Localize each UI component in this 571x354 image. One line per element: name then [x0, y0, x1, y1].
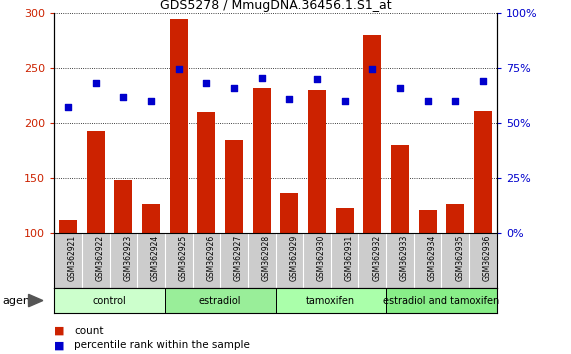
Text: estradiol: estradiol: [199, 296, 242, 306]
Bar: [386, 288, 497, 313]
Text: GSM362934: GSM362934: [428, 235, 437, 281]
Text: ■: ■: [54, 340, 65, 350]
Bar: [336, 208, 353, 233]
Bar: [363, 35, 381, 233]
Point: [174, 67, 183, 72]
Text: GSM362928: GSM362928: [262, 235, 271, 281]
Text: GSM362921: GSM362921: [68, 235, 77, 281]
Text: agent: agent: [3, 296, 35, 306]
Bar: [165, 288, 275, 313]
Bar: [447, 204, 464, 233]
Bar: [114, 180, 132, 233]
Bar: [225, 140, 243, 233]
Point: [230, 85, 239, 91]
Text: GSM362933: GSM362933: [400, 235, 409, 281]
Text: GSM362926: GSM362926: [206, 235, 215, 281]
Text: GSM362929: GSM362929: [289, 235, 298, 281]
Point: [368, 67, 377, 72]
Bar: [474, 111, 492, 233]
Text: GSM362923: GSM362923: [123, 235, 132, 281]
Text: GSM362922: GSM362922: [96, 235, 104, 281]
Text: GSM362935: GSM362935: [455, 235, 464, 281]
Text: GSM362931: GSM362931: [345, 235, 353, 281]
Text: percentile rank within the sample: percentile rank within the sample: [74, 340, 250, 350]
Point: [147, 98, 156, 104]
Bar: [170, 19, 188, 233]
Point: [340, 98, 349, 104]
Text: count: count: [74, 326, 104, 336]
Text: tamoxifen: tamoxifen: [306, 296, 355, 306]
Title: GDS5278 / MmugDNA.36456.1.S1_at: GDS5278 / MmugDNA.36456.1.S1_at: [160, 0, 391, 12]
Text: ■: ■: [54, 326, 65, 336]
Point: [91, 80, 100, 85]
Text: control: control: [93, 296, 126, 306]
Text: GSM362936: GSM362936: [483, 235, 492, 281]
Bar: [59, 220, 77, 233]
Bar: [280, 193, 298, 233]
Bar: [391, 145, 409, 233]
Text: GSM362927: GSM362927: [234, 235, 243, 281]
Bar: [87, 131, 104, 233]
Point: [257, 75, 266, 81]
Point: [202, 80, 211, 85]
Text: estradiol and tamoxifen: estradiol and tamoxifen: [383, 296, 500, 306]
Bar: [419, 210, 437, 233]
Text: GSM362925: GSM362925: [179, 235, 188, 281]
Point: [478, 79, 488, 84]
Bar: [308, 90, 326, 233]
Point: [63, 104, 73, 110]
Bar: [253, 88, 271, 233]
Bar: [275, 288, 386, 313]
Point: [423, 98, 432, 104]
Text: GSM362924: GSM362924: [151, 235, 160, 281]
Bar: [54, 288, 165, 313]
Bar: [142, 204, 160, 233]
Point: [285, 96, 294, 102]
Point: [312, 76, 321, 82]
Point: [395, 85, 404, 91]
Point: [451, 98, 460, 104]
Bar: [198, 112, 215, 233]
Text: GSM362930: GSM362930: [317, 235, 326, 281]
Point: [119, 94, 128, 100]
Text: GSM362932: GSM362932: [372, 235, 381, 281]
